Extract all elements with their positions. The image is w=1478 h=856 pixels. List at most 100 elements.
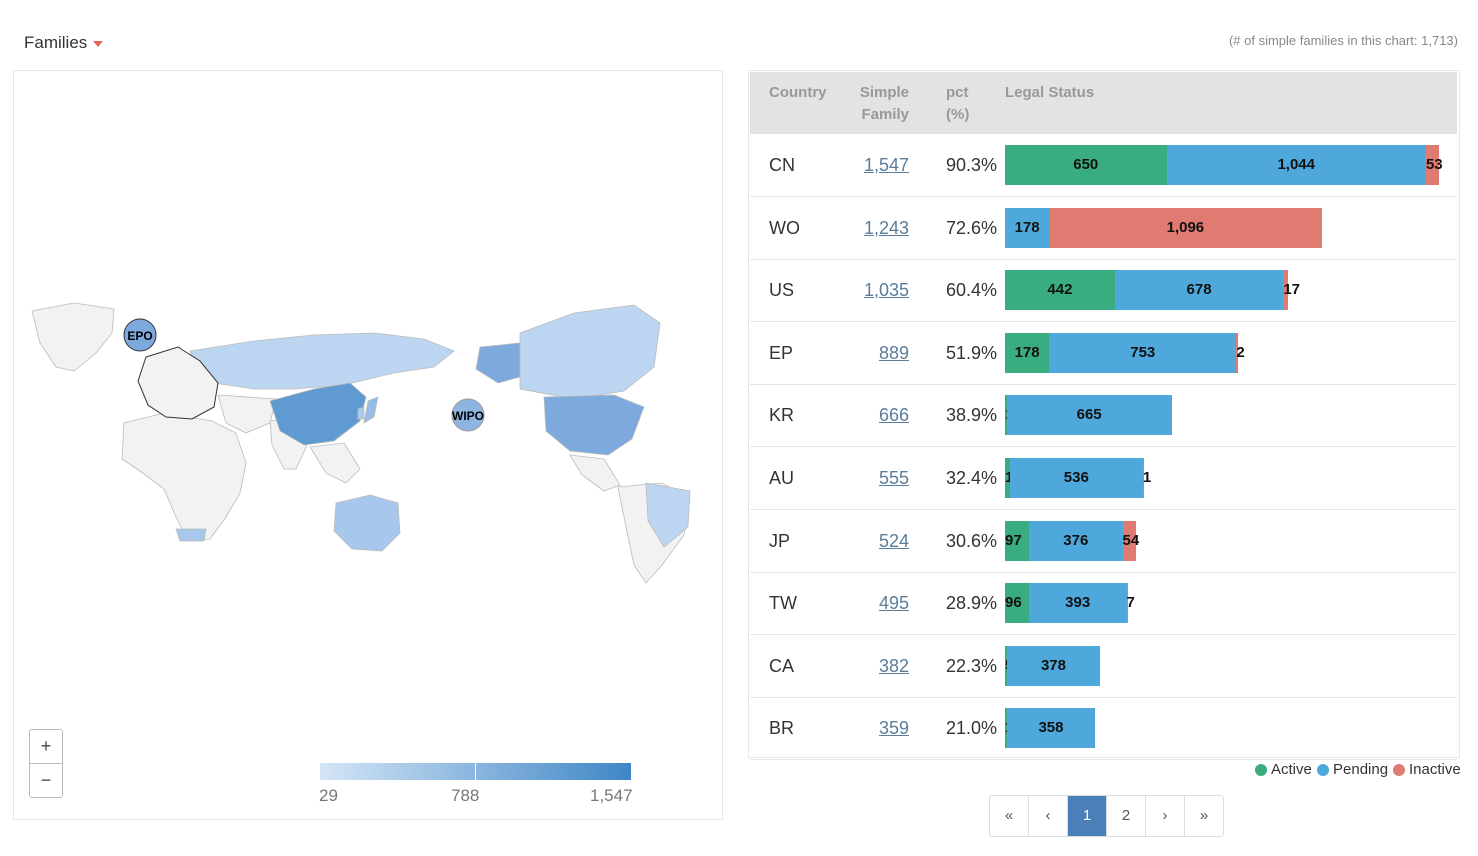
country-code: CA xyxy=(769,655,795,676)
inactive-dot-icon xyxy=(1393,763,1405,776)
simple-family-link[interactable]: 1,035 xyxy=(863,280,909,301)
table-row: JP 524 30.6% 97 376 54 xyxy=(750,510,1457,573)
active-count-label: 650 xyxy=(1073,156,1099,173)
pending-count-label: 753 xyxy=(1130,343,1156,361)
legal-status-table: Country Simple Family pct (%) Legal Status… xyxy=(748,70,1460,761)
australia-shape xyxy=(333,494,401,552)
pending-bar-segment[interactable]: 178 xyxy=(1005,207,1050,248)
families-dropdown[interactable]: Families xyxy=(24,33,104,53)
active-bar-segment[interactable]: 442 xyxy=(1005,270,1115,311)
pending-bar-segment[interactable]: 678 xyxy=(1114,270,1284,311)
country-code: WO xyxy=(769,217,800,238)
inactive-bar-segment[interactable]: 17 xyxy=(1283,270,1300,311)
first-page-button[interactable]: « xyxy=(1004,807,1014,824)
wipo-label: WIPO xyxy=(452,409,484,423)
pending-bar-segment[interactable]: 665 xyxy=(1006,395,1172,436)
inactive-bar-segment[interactable]: 2 xyxy=(1236,332,1245,373)
pending-bar-segment[interactable]: 393 xyxy=(1028,583,1127,624)
pct-value: 51.9% xyxy=(946,342,998,363)
color-scale-bar xyxy=(320,763,631,780)
world-map[interactable]: EPO WIPO xyxy=(14,71,722,819)
central-america-shape xyxy=(569,454,621,492)
world-map-panel[interactable]: EPO WIPO + − 29 788 1,547 xyxy=(13,70,723,820)
pct-value: 32.4% xyxy=(946,468,998,488)
greenland-shape xyxy=(31,302,115,372)
pending-bar-segment[interactable]: 376 xyxy=(1029,520,1123,561)
pending-bar-segment[interactable]: 358 xyxy=(1006,708,1096,749)
pending-count-label: 536 xyxy=(1063,469,1089,486)
legend-active[interactable]: Active xyxy=(1255,761,1312,778)
epo-label: EPO xyxy=(127,329,152,343)
usa-shape xyxy=(543,394,645,456)
active-bar-segment[interactable]: 650 xyxy=(1005,145,1167,185)
china-shape xyxy=(269,382,367,446)
inactive-bar-segment[interactable]: 1 xyxy=(1142,458,1151,498)
zoom-in-button[interactable]: + xyxy=(40,736,52,756)
active-bar-segment[interactable]: 178 xyxy=(1005,332,1050,373)
table-row: EP 889 51.9% 178 753 2 xyxy=(750,322,1457,385)
simple-family-link[interactable]: 382 xyxy=(878,655,909,676)
inactive-bar-segment[interactable]: 1,096 xyxy=(1049,207,1322,248)
families-label: Families xyxy=(24,33,88,52)
pct-value: 22.3% xyxy=(946,655,998,676)
pending-count-label: 378 xyxy=(1040,656,1066,674)
inactive-count-label: 1,096 xyxy=(1166,218,1205,236)
active-count-label: 96 xyxy=(1005,594,1022,612)
simple-family-link[interactable]: 495 xyxy=(878,593,909,614)
pagination: « ‹ 1 2 › » xyxy=(989,795,1224,837)
simple-family-link[interactable]: 555 xyxy=(878,468,909,488)
simple-family-link[interactable]: 524 xyxy=(878,530,909,551)
scale-mid-label: 788 xyxy=(451,786,480,805)
legend-inactive[interactable]: Inactive xyxy=(1393,761,1461,778)
legend-pending[interactable]: Pending xyxy=(1317,761,1388,778)
inactive-bar-segment[interactable]: 53 xyxy=(1425,145,1443,185)
pending-bar-segment[interactable]: 378 xyxy=(1006,645,1101,686)
table-row: TW 495 28.9% 96 393 7 xyxy=(750,572,1457,636)
page-2-button[interactable]: 2 xyxy=(1106,796,1145,836)
active-bar-segment[interactable]: 97 xyxy=(1005,520,1030,561)
pct-value: 38.9% xyxy=(946,405,998,426)
last-page-button[interactable]: » xyxy=(1184,796,1223,836)
scale-min-label: 29 xyxy=(319,786,338,805)
canada-shape xyxy=(519,304,661,400)
next-page-button[interactable]: › xyxy=(1145,796,1184,836)
pending-bar-segment[interactable]: 536 xyxy=(1009,458,1143,498)
prev-page-button[interactable]: ‹ xyxy=(1028,796,1067,836)
simple-family-link[interactable]: 666 xyxy=(878,405,909,426)
zoom-out-button[interactable]: − xyxy=(30,763,62,797)
pct-value: 90.3% xyxy=(946,155,998,175)
page-1-button[interactable]: 1 xyxy=(1067,796,1106,836)
table-row: CN 1,547 90.3% 650 1,044 53 xyxy=(750,134,1457,197)
pending-bar-segment[interactable]: 753 xyxy=(1049,332,1237,373)
country-code: BR xyxy=(769,718,795,739)
table-row: US 1,035 60.4% 442 678 17 xyxy=(750,259,1457,323)
inactive-bar-segment[interactable]: 7 xyxy=(1126,583,1135,624)
simple-family-link[interactable]: 359 xyxy=(878,718,909,739)
country-code: EP xyxy=(769,342,794,363)
country-code: AU xyxy=(769,468,795,488)
europe-shape xyxy=(137,346,219,420)
pending-count-label: 178 xyxy=(1014,218,1040,236)
pct-value: 72.6% xyxy=(946,217,998,238)
pending-bar-segment[interactable]: 1,044 xyxy=(1166,145,1426,185)
simple-family-link[interactable]: 1,547 xyxy=(863,155,909,175)
pct-value: 28.9% xyxy=(946,593,998,614)
active-count-label: 97 xyxy=(1005,531,1022,549)
inactive-bar-segment[interactable]: 54 xyxy=(1122,520,1139,561)
active-bar-segment[interactable]: 96 xyxy=(1005,583,1029,624)
header-legal-status: Legal Status xyxy=(1005,84,1095,101)
simple-family-link[interactable]: 889 xyxy=(878,342,909,363)
inactive-count-label: 1 xyxy=(1142,469,1152,486)
russia-shape xyxy=(189,332,455,390)
active-count-label: 178 xyxy=(1014,343,1040,361)
country-code: JP xyxy=(769,530,791,551)
pct-value: 21.0% xyxy=(946,718,998,739)
country-code: KR xyxy=(769,405,795,426)
simple-family-link[interactable]: 1,243 xyxy=(863,217,909,238)
pending-count-label: 678 xyxy=(1186,281,1212,299)
table-row: WO 1,243 72.6% 178 1,096 xyxy=(750,197,1457,260)
